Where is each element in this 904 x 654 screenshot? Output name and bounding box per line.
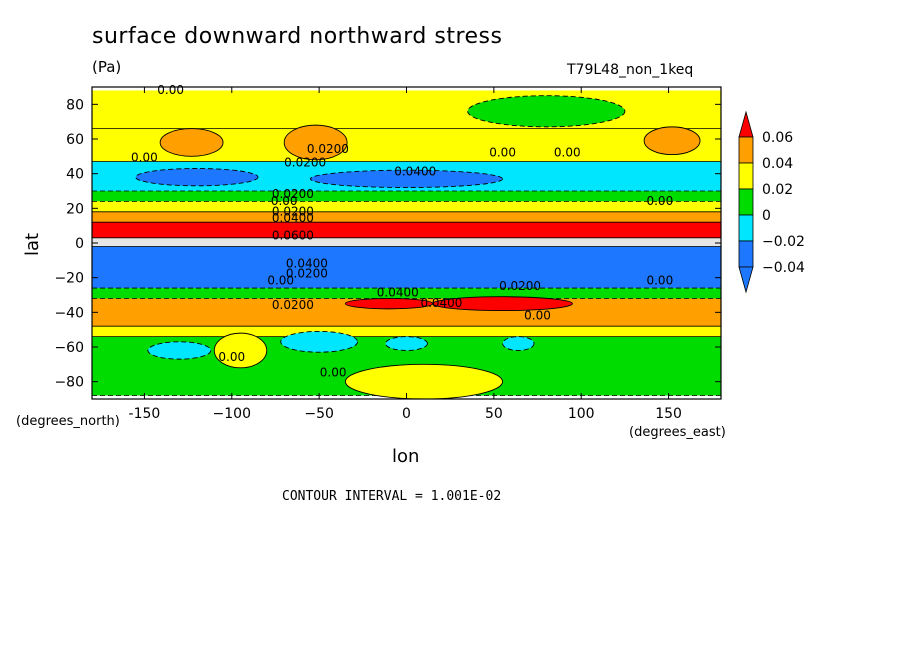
contour-feature-10 bbox=[385, 336, 428, 351]
contour-label-2: 0.0200 bbox=[307, 142, 349, 156]
colorbar-box-0 bbox=[738, 136, 754, 164]
colorbar-label-5: 0.06 bbox=[762, 130, 793, 146]
colorbar-label-4: 0.04 bbox=[762, 156, 793, 172]
y-unit-label: (degrees_north) bbox=[16, 414, 120, 429]
x-unit-label: (degrees_east) bbox=[629, 425, 726, 440]
contour-label-9: 0.0200 bbox=[272, 204, 314, 218]
contour-label-4: 0.0400 bbox=[394, 164, 436, 178]
zonal-band-11 bbox=[92, 326, 721, 337]
model-label: T79L48_non_1keq bbox=[567, 62, 694, 78]
y-tick-label-1: −60 bbox=[54, 340, 84, 356]
zonal-band-7 bbox=[92, 237, 721, 247]
zonal-band-5 bbox=[92, 211, 721, 223]
contour-label-22: 0.00 bbox=[218, 350, 245, 364]
contour-feature-4 bbox=[135, 168, 259, 187]
contour-label-1: 0.00 bbox=[131, 151, 158, 165]
colorbar-label-1: −0.02 bbox=[762, 234, 805, 250]
contour-feature-12 bbox=[213, 332, 268, 369]
colorbar-box-3 bbox=[738, 214, 754, 242]
contour-feature-11 bbox=[502, 336, 535, 351]
contour-interval: CONTOUR INTERVAL = 1.001E-02 bbox=[282, 489, 502, 504]
contour-feature-2 bbox=[643, 126, 701, 156]
zonal-band-3 bbox=[92, 191, 721, 202]
x-axis-title: lon bbox=[392, 446, 420, 467]
zonal-band-8 bbox=[92, 246, 721, 289]
contour-label-5: 0.00 bbox=[489, 145, 516, 159]
contour-label-7: 0.0200 bbox=[272, 187, 314, 201]
contour-label-8: 0.00 bbox=[271, 194, 298, 208]
x-tick-label-4: 50 bbox=[485, 406, 503, 422]
chart-units: (Pa) bbox=[92, 58, 122, 76]
y-tick-label-4: 0 bbox=[75, 236, 84, 252]
colorbar-box-1 bbox=[738, 162, 754, 190]
y-tick-label-7: 60 bbox=[66, 132, 84, 148]
y-tick-label-6: 40 bbox=[66, 167, 84, 183]
x-tick-label-3: 0 bbox=[402, 406, 411, 422]
x-tick-label-1: −100 bbox=[213, 406, 251, 422]
contour-label-18: 0.0200 bbox=[499, 279, 541, 293]
contour-label-0: 0.00 bbox=[157, 83, 184, 97]
y-tick-label-5: 20 bbox=[66, 201, 84, 217]
colorbar-label-2: 0 bbox=[762, 208, 771, 224]
contour-label-21: 0.00 bbox=[524, 308, 551, 322]
contour-label-10: 0.0400 bbox=[272, 211, 314, 225]
contour-feature-7 bbox=[432, 296, 573, 312]
contour-feature-8 bbox=[280, 330, 359, 353]
zonal-band-4 bbox=[92, 201, 721, 212]
colorbar-label-3: 0.02 bbox=[762, 182, 793, 198]
x-tick-label-5: 100 bbox=[568, 406, 595, 422]
contour-feature-5 bbox=[309, 169, 504, 188]
colorbar-box-2 bbox=[738, 188, 754, 216]
contour-feature-3 bbox=[467, 95, 626, 128]
contour-label-14: 0.0200 bbox=[286, 267, 328, 281]
y-tick-label-3: −20 bbox=[54, 271, 84, 287]
contour-label-19: 0.00 bbox=[646, 274, 673, 288]
zonal-band-6 bbox=[92, 222, 721, 238]
contour-label-16: 0.0400 bbox=[377, 286, 419, 300]
colorbar-label-0: −0.04 bbox=[762, 260, 805, 276]
contour-feature-13 bbox=[344, 363, 504, 399]
contour-feature-9 bbox=[147, 341, 212, 360]
x-tick-label-0: -150 bbox=[129, 406, 161, 422]
chart-title: surface downward northward stress bbox=[92, 24, 503, 49]
contour-label-20: 0.0200 bbox=[272, 298, 314, 312]
y-tick-label-2: −40 bbox=[54, 305, 84, 321]
contour-feature-0 bbox=[159, 128, 224, 157]
zonal-band-9 bbox=[92, 288, 721, 299]
zonal-band-0 bbox=[92, 90, 721, 129]
x-tick-label-2: −50 bbox=[304, 406, 334, 422]
y-tick-label-8: 80 bbox=[66, 97, 84, 113]
contour-label-12: 0.00 bbox=[646, 194, 673, 208]
colorbar-lower-arrow bbox=[738, 266, 754, 294]
contour-label-17: 0.0400 bbox=[420, 296, 462, 310]
contour-feature-1 bbox=[283, 124, 348, 161]
contour-label-23: 0.00 bbox=[320, 365, 347, 379]
contour-label-6: 0.00 bbox=[554, 145, 581, 159]
contour-label-11: 0.0600 bbox=[272, 229, 314, 243]
colorbar-box-4 bbox=[738, 240, 754, 268]
y-tick-label-0: −80 bbox=[54, 375, 84, 391]
x-tick-label-6: 150 bbox=[655, 406, 682, 422]
contour-label-3: 0.0200 bbox=[284, 156, 326, 170]
contour-label-15: 0.00 bbox=[267, 274, 294, 288]
colorbar-upper-arrow bbox=[738, 110, 754, 138]
contour-label-13: 0.0400 bbox=[286, 256, 328, 270]
